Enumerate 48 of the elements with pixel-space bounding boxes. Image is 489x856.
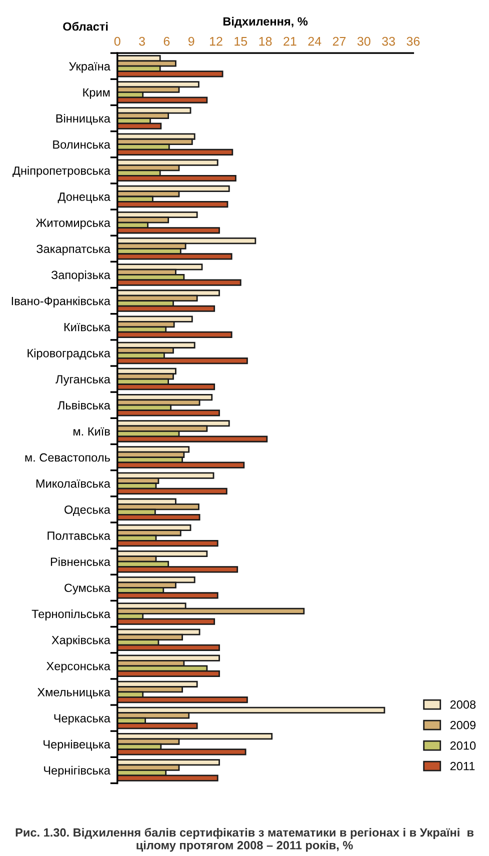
y-tick-label: Кіровоградська: [28, 348, 110, 360]
y-tick-label: Закарпатська: [36, 244, 110, 256]
y-tick-label: Чернігівська: [44, 766, 110, 777]
y-tick-label: Україна: [69, 62, 110, 73]
x-tick-label: 9: [188, 36, 194, 46]
y-tick-label: Донецька: [58, 192, 110, 204]
text: Рис. 1.30. Відхилення балів сертифікатів з математики в регіонах і в Україні в цілому протягом 2008 – 2011 років, %: [16, 828, 474, 852]
y-tick-label: Миколаївська: [36, 480, 110, 488]
y-tick-label: Івано-Франківська: [12, 296, 110, 308]
x-axis-title: Відхилення, %: [223, 16, 308, 28]
x-tick-label: 21: [284, 36, 296, 46]
x-tick-label: 18: [259, 36, 272, 46]
y-tick-label: Запорізька: [51, 270, 110, 282]
y-tick-label: м. Київ: [74, 427, 110, 436]
x-tick-label: 0: [114, 36, 120, 46]
y-tick-label: Дніпропетровська: [12, 166, 110, 178]
x-tick-label: 12: [210, 36, 222, 46]
y-tick-label: Рівненська: [50, 557, 110, 566]
y-tick-label: Тернопільська: [32, 609, 110, 620]
y-tick-label: Полтавська: [48, 532, 110, 540]
y-tick-label: Черкаська: [54, 714, 110, 725]
y-tick-label: Луганська: [56, 375, 110, 386]
y-tick-label: Хмельницька: [37, 688, 110, 699]
y-tick-label: Київська: [64, 323, 110, 332]
x-tick-label: 27: [332, 36, 346, 46]
y-tick-label: Харківська: [52, 636, 110, 647]
y-tick-label: м. Севастополь: [25, 453, 110, 462]
y-tick-label: Одеська: [64, 505, 110, 516]
y-tick-label: Волинська: [53, 140, 110, 149]
x-tick-label: 30: [357, 36, 370, 46]
legend-label: 2008: [450, 700, 476, 709]
y-tick-label: Житомирська: [36, 218, 110, 230]
y-tick-label: Львівська: [58, 400, 110, 410]
x-tick-label: 36: [406, 36, 420, 46]
legend-label: 2009: [450, 720, 476, 730]
x-tick-label: 15: [234, 37, 248, 46]
y-tick-label: Чернівецька: [44, 740, 110, 751]
y-tick-label: Херсонська: [46, 662, 110, 673]
x-tick-label: 33: [382, 36, 395, 46]
legend-label: 2011: [450, 762, 475, 770]
x-tick-label: 6: [164, 36, 170, 46]
legend-label: 2010: [450, 741, 476, 750]
y-tick-label: Вінницька: [56, 114, 110, 125]
y-tick-label: Крим: [83, 88, 110, 99]
x-tick-label: 24: [308, 36, 322, 46]
y-tick-label: Сумська: [64, 584, 110, 594]
y-axis-title: Області: [63, 22, 108, 31]
x-tick-label: 3: [139, 36, 145, 46]
